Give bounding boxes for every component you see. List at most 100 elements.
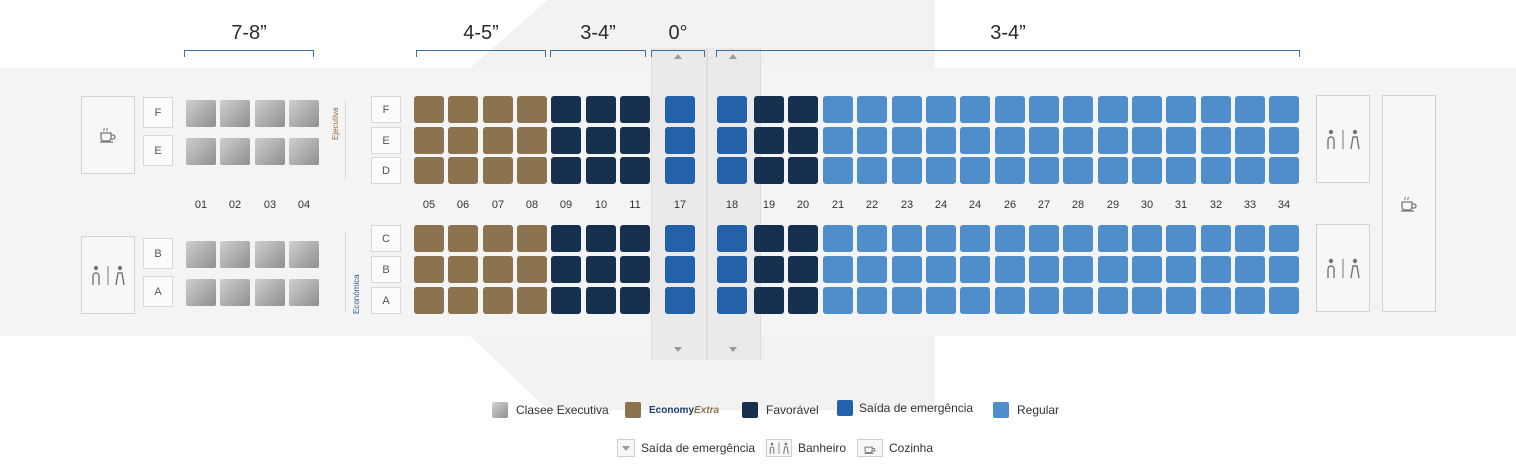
seat-26C[interactable] <box>995 225 1025 252</box>
seat-24E[interactable] <box>926 127 956 154</box>
seat-34F[interactable] <box>1269 96 1299 123</box>
seat-26A[interactable] <box>995 287 1025 314</box>
seat-23C[interactable] <box>892 225 922 252</box>
seat-business-04E[interactable] <box>289 138 319 165</box>
seat-31F[interactable] <box>1166 96 1196 123</box>
seat-24A[interactable] <box>960 287 990 314</box>
seat-28B[interactable] <box>1063 256 1093 283</box>
seat-20B[interactable] <box>788 256 818 283</box>
seat-23A[interactable] <box>892 287 922 314</box>
seat-11D[interactable] <box>620 157 650 184</box>
seat-33F[interactable] <box>1235 96 1265 123</box>
seat-09A[interactable] <box>551 287 581 314</box>
seat-27B[interactable] <box>1029 256 1059 283</box>
seat-31E[interactable] <box>1166 127 1196 154</box>
seat-32C[interactable] <box>1201 225 1231 252</box>
seat-19E[interactable] <box>754 127 784 154</box>
seat-30F[interactable] <box>1132 96 1162 123</box>
seat-26F[interactable] <box>995 96 1025 123</box>
seat-29A[interactable] <box>1098 287 1128 314</box>
seat-26D[interactable] <box>995 157 1025 184</box>
seat-21B[interactable] <box>823 256 853 283</box>
seat-09D[interactable] <box>551 157 581 184</box>
seat-23D[interactable] <box>892 157 922 184</box>
seat-business-03F[interactable] <box>255 100 285 127</box>
seat-27D[interactable] <box>1029 157 1059 184</box>
seat-34E[interactable] <box>1269 127 1299 154</box>
seat-09F[interactable] <box>551 96 581 123</box>
seat-business-01A[interactable] <box>186 279 216 306</box>
seat-33D[interactable] <box>1235 157 1265 184</box>
seat-08E[interactable] <box>517 127 547 154</box>
seat-32D[interactable] <box>1201 157 1231 184</box>
seat-18F[interactable] <box>717 96 747 123</box>
seat-22F[interactable] <box>857 96 887 123</box>
seat-08D[interactable] <box>517 157 547 184</box>
seat-28C[interactable] <box>1063 225 1093 252</box>
seat-32B[interactable] <box>1201 256 1231 283</box>
seat-06B[interactable] <box>448 256 478 283</box>
seat-30E[interactable] <box>1132 127 1162 154</box>
seat-06A[interactable] <box>448 287 478 314</box>
seat-24B[interactable] <box>926 256 956 283</box>
seat-20C[interactable] <box>788 225 818 252</box>
seat-07C[interactable] <box>483 225 513 252</box>
seat-05A[interactable] <box>414 287 444 314</box>
seat-34B[interactable] <box>1269 256 1299 283</box>
seat-business-02B[interactable] <box>220 241 250 268</box>
seat-26B[interactable] <box>995 256 1025 283</box>
seat-31C[interactable] <box>1166 225 1196 252</box>
seat-22A[interactable] <box>857 287 887 314</box>
seat-05C[interactable] <box>414 225 444 252</box>
seat-19F[interactable] <box>754 96 784 123</box>
seat-31A[interactable] <box>1166 287 1196 314</box>
seat-business-01B[interactable] <box>186 241 216 268</box>
seat-23F[interactable] <box>892 96 922 123</box>
seat-07A[interactable] <box>483 287 513 314</box>
seat-business-01F[interactable] <box>186 100 216 127</box>
seat-33B[interactable] <box>1235 256 1265 283</box>
seat-24F[interactable] <box>926 96 956 123</box>
seat-business-04F[interactable] <box>289 100 319 127</box>
seat-08B[interactable] <box>517 256 547 283</box>
seat-21D[interactable] <box>823 157 853 184</box>
seat-06E[interactable] <box>448 127 478 154</box>
seat-28F[interactable] <box>1063 96 1093 123</box>
seat-34D[interactable] <box>1269 157 1299 184</box>
seat-07E[interactable] <box>483 127 513 154</box>
seat-22E[interactable] <box>857 127 887 154</box>
seat-07D[interactable] <box>483 157 513 184</box>
seat-business-04A[interactable] <box>289 279 319 306</box>
seat-18D[interactable] <box>717 157 747 184</box>
seat-business-02A[interactable] <box>220 279 250 306</box>
seat-27F[interactable] <box>1029 96 1059 123</box>
seat-19B[interactable] <box>754 256 784 283</box>
seat-31B[interactable] <box>1166 256 1196 283</box>
seat-10C[interactable] <box>586 225 616 252</box>
seat-21A[interactable] <box>823 287 853 314</box>
seat-23E[interactable] <box>892 127 922 154</box>
seat-29B[interactable] <box>1098 256 1128 283</box>
seat-05F[interactable] <box>414 96 444 123</box>
seat-20A[interactable] <box>788 287 818 314</box>
seat-21F[interactable] <box>823 96 853 123</box>
seat-business-04B[interactable] <box>289 241 319 268</box>
seat-28A[interactable] <box>1063 287 1093 314</box>
seat-08F[interactable] <box>517 96 547 123</box>
seat-05E[interactable] <box>414 127 444 154</box>
seat-20F[interactable] <box>788 96 818 123</box>
seat-05B[interactable] <box>414 256 444 283</box>
seat-05D[interactable] <box>414 157 444 184</box>
seat-34C[interactable] <box>1269 225 1299 252</box>
seat-11A[interactable] <box>620 287 650 314</box>
seat-32A[interactable] <box>1201 287 1231 314</box>
seat-17F[interactable] <box>665 96 695 123</box>
seat-11C[interactable] <box>620 225 650 252</box>
seat-33C[interactable] <box>1235 225 1265 252</box>
seat-32F[interactable] <box>1201 96 1231 123</box>
seat-34A[interactable] <box>1269 287 1299 314</box>
seat-24D[interactable] <box>926 157 956 184</box>
seat-08C[interactable] <box>517 225 547 252</box>
seat-30B[interactable] <box>1132 256 1162 283</box>
seat-24C[interactable] <box>926 225 956 252</box>
